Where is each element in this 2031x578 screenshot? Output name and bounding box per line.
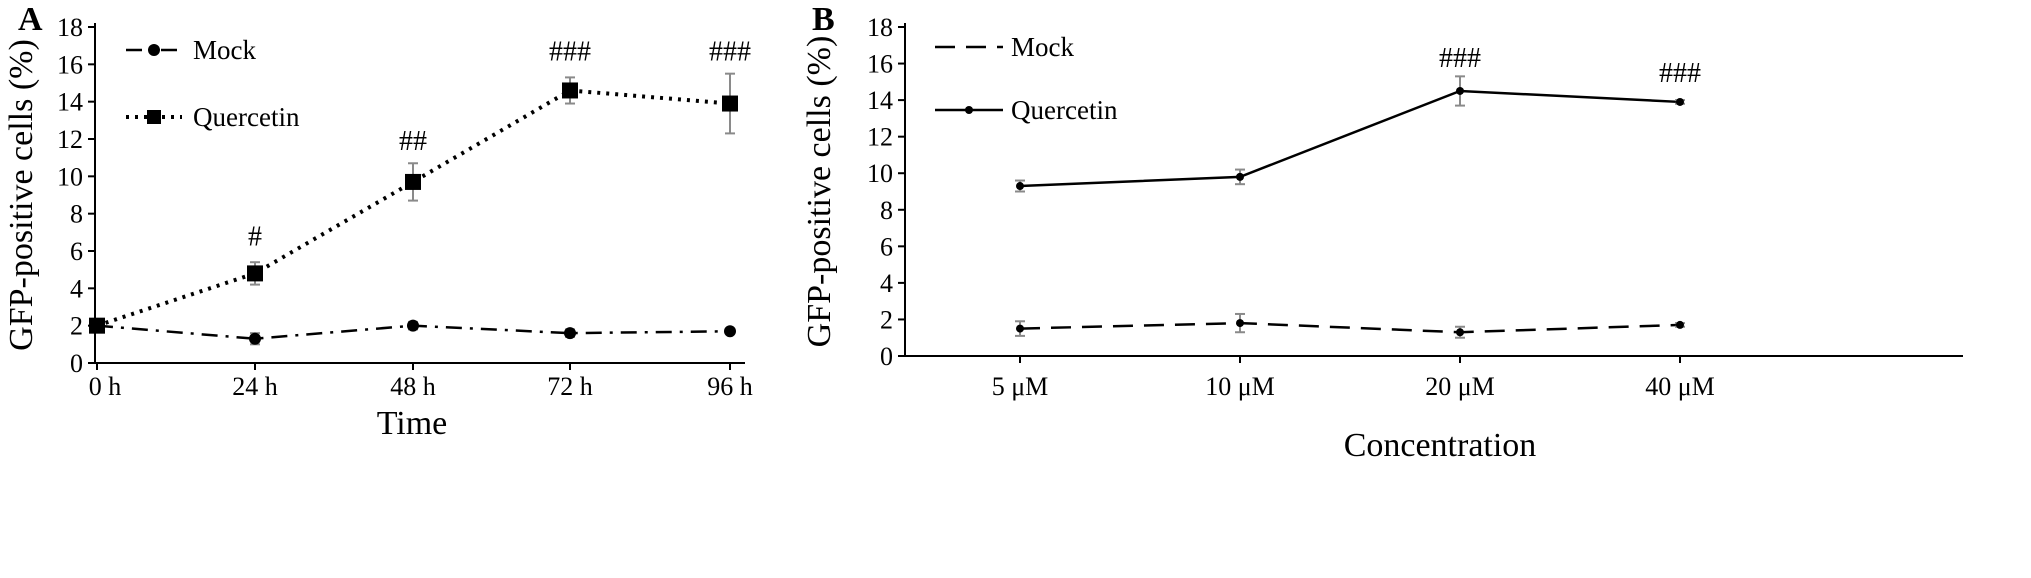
panel-b-chart: B 0 2 4 6 8 10 12 14 16 18 5 μM 10 μM 20 μM 40 μM Conce… (801, 1, 1963, 464)
panel-a-y-tick-label: 18 (57, 13, 83, 42)
panel-a-mock-point (407, 319, 419, 332)
panel-b-quercetin-line (1019, 89, 1681, 188)
panel-a-significance-marker: ### (709, 37, 751, 68)
panel-b-mock-line (1019, 321, 1681, 334)
panel-b-y-tick-label: 8 (880, 196, 893, 225)
panel-b-mock-point (1236, 319, 1244, 328)
panel-a-y-tick-label: 2 (70, 312, 83, 341)
panel-a-quercetin-point (405, 173, 421, 190)
panel-b-x-axis-title: Concentration (1344, 427, 1537, 464)
panel-a-y-tick-label: 6 (70, 237, 83, 266)
panel-b-quercetin-point (1456, 86, 1464, 95)
panel-a-y-tick-label: 8 (70, 200, 83, 229)
panel-b-mock-point (1456, 328, 1464, 337)
panel-b-y-tick-label: 6 (880, 232, 893, 261)
panel-a-quercetin-point (562, 82, 578, 99)
panel-b-x-tick-label: 20 μM (1425, 372, 1495, 401)
panel-a-quercetin-point (89, 317, 105, 334)
panel-a-quercetin-point (722, 95, 738, 112)
panel-b-mock-point (1016, 324, 1024, 333)
panel-b-y-tick-label: 12 (867, 123, 893, 152)
panel-b-x-tick-label: 40 μM (1645, 372, 1715, 401)
panel-a-quercetin-point (247, 265, 263, 282)
panel-b-letter: B (812, 1, 835, 38)
panel-a-mock-point (564, 327, 576, 340)
panel-a-x-tick-label: 72 h (547, 372, 593, 401)
panel-a-x-tick-label: 48 h (390, 372, 436, 401)
panel-b-y-axis-title: GFP-positive cells (%) (801, 36, 838, 348)
panel-b-y-tick-label: 14 (867, 86, 893, 115)
panel-a-x-tick-label: 96 h (707, 372, 753, 401)
panel-a-y-tick-label: 16 (57, 50, 83, 79)
panel-b-significance-marker: ### (1439, 43, 1481, 74)
panel-a-legend-quercetin-marker (147, 110, 161, 124)
panel-a-y-tick-label: 4 (70, 274, 83, 303)
panel-b-legend-quercetin-label: Quercetin (1011, 95, 1118, 125)
panel-a-x-axis-title: Time (377, 405, 448, 442)
panel-a-legend-mock-label: Mock (193, 35, 256, 65)
panel-b-y-tick-label: 0 (880, 342, 893, 371)
panel-a-letter: A (18, 1, 43, 38)
panel-a-mock-point (249, 332, 261, 345)
panel-b-y-tick-label: 10 (867, 159, 893, 188)
panel-b-y-tick-label: 16 (867, 50, 893, 79)
panel-b-legend-quercetin-marker (965, 106, 973, 114)
panel-a-y-tick-label: 10 (57, 162, 83, 191)
panel-b-y-tick-label: 18 (867, 13, 893, 42)
panel-b-x-tick-label: 10 μM (1205, 372, 1275, 401)
panel-a-legend-mock-marker (148, 44, 160, 56)
panel-b-quercetin-point (1676, 97, 1684, 106)
panel-a-chart: A 0 2 4 6 8 10 12 14 16 18 0 h 24 h 48 h 72 h 96 h Time G… (3, 1, 753, 442)
panel-a-x-tick-label: 24 h (232, 372, 278, 401)
panel-a-significance-marker: # (248, 221, 262, 252)
panel-a-legend-quercetin-label: Quercetin (193, 102, 300, 132)
panel-a-significance-marker: ### (549, 37, 591, 68)
panel-b-mock-point (1676, 320, 1684, 329)
panel-a-mock-point (724, 325, 736, 338)
panel-b-y-tick-label: 2 (880, 305, 893, 334)
panel-a-x-tick-label: 0 h (89, 372, 122, 401)
panel-b-x-tick-label: 5 μM (992, 372, 1049, 401)
panel-b-significance-marker: ### (1659, 58, 1701, 89)
panel-a-y-tick-label: 14 (57, 88, 83, 117)
panel-a-y-axis-title: GFP-positive cells (%) (3, 39, 40, 351)
panel-a-quercetin-line (96, 88, 731, 328)
panel-b-quercetin-point (1236, 172, 1244, 181)
panel-a-y-tick-label: 12 (57, 125, 83, 154)
panel-b-y-tick-label: 4 (880, 269, 893, 298)
panel-b-legend-mock-label: Mock (1011, 32, 1074, 62)
panel-b-quercetin-point (1016, 182, 1024, 191)
panel-a-significance-marker: ## (399, 126, 427, 157)
panel-a-y-tick-label: 0 (70, 349, 83, 378)
